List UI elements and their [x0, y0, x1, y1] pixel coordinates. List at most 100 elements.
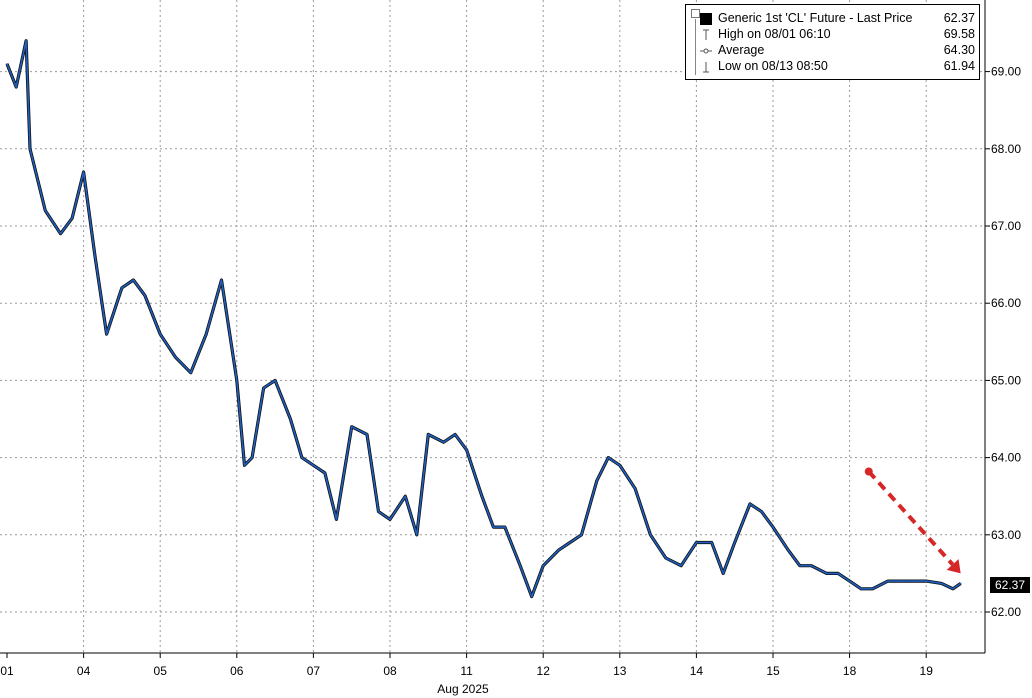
series-point	[105, 333, 108, 335]
series-point	[925, 580, 927, 582]
last-price-tag: 62.37	[990, 577, 1030, 593]
series-point	[289, 418, 292, 420]
x-tick-label: 18	[843, 664, 857, 678]
series-point	[940, 582, 943, 585]
series-point	[569, 541, 571, 544]
x-tick-label: 01	[0, 664, 14, 678]
series-point	[580, 534, 583, 536]
legend-average-value: 64.30	[943, 43, 975, 57]
x-tick-label: 06	[230, 664, 244, 678]
legend-row-high: High on 08/01 06:10 69.58	[686, 27, 979, 43]
series-point	[557, 549, 560, 551]
series-point	[530, 595, 533, 598]
series-point	[952, 588, 954, 590]
series-point	[427, 433, 430, 436]
series-point	[301, 456, 303, 459]
series-point	[389, 518, 391, 521]
series-swatch-icon	[700, 13, 712, 25]
series-point	[174, 356, 177, 359]
x-tick-label: 04	[77, 664, 91, 678]
y-tick-label: 65.00	[991, 373, 1021, 387]
series-point	[871, 588, 874, 590]
series-point	[504, 526, 506, 528]
series-point	[695, 541, 698, 544]
series-point	[324, 472, 326, 474]
series-point	[810, 564, 813, 567]
series-point	[335, 518, 338, 521]
series-point	[542, 564, 544, 567]
series-point	[619, 464, 621, 467]
series-point	[596, 480, 598, 482]
series-point	[607, 456, 610, 459]
series-point	[29, 148, 31, 150]
legend-high-label: High on 08/01 06:10	[718, 27, 831, 41]
series-point	[377, 510, 380, 513]
y-tick-label: 62.00	[991, 605, 1021, 619]
legend-last-price: 62.37	[943, 11, 975, 25]
series-point	[649, 534, 652, 536]
series-point	[710, 541, 713, 544]
legend: Generic 1st 'CL' Future - Last Price 62.…	[685, 4, 980, 80]
series-point	[749, 503, 751, 505]
series-point	[733, 541, 736, 544]
series-point	[416, 534, 418, 536]
series-point	[772, 526, 774, 528]
legend-tree-line	[695, 19, 696, 75]
x-axis-title: Aug 2025	[437, 682, 489, 696]
series-point	[519, 564, 521, 567]
series-point	[887, 580, 889, 582]
legend-high-value: 69.58	[943, 27, 975, 41]
series-point	[959, 582, 962, 585]
y-tick-label: 69.00	[991, 65, 1021, 79]
legend-row-low: Low on 08/13 08:50 61.94	[686, 59, 979, 75]
average-marker-icon	[700, 48, 712, 54]
x-tick-label: 19	[920, 664, 934, 678]
x-tick-label: 15	[766, 664, 780, 678]
series-point	[465, 449, 468, 451]
series-point	[220, 279, 223, 281]
series-point	[680, 564, 682, 567]
x-tick-label: 08	[383, 664, 397, 678]
series-point	[236, 379, 238, 382]
legend-low-value: 61.94	[943, 59, 975, 73]
legend-row-average: Average 64.30	[686, 43, 979, 59]
series-point	[159, 333, 161, 335]
series-point	[848, 580, 851, 582]
series-point	[312, 464, 315, 467]
y-tick-label: 67.00	[991, 219, 1021, 233]
series-point	[205, 333, 207, 335]
series-point	[190, 371, 192, 374]
y-tick-label: 63.00	[991, 528, 1021, 542]
x-tick-label: 12	[537, 664, 551, 678]
series-point	[59, 232, 62, 235]
legend-series-label: Generic 1st 'CL' Future - Last Price	[718, 11, 913, 25]
y-tick-label: 68.00	[991, 142, 1021, 156]
x-tick-label: 14	[690, 664, 704, 678]
series-point	[481, 495, 483, 498]
series-point	[722, 572, 724, 575]
series-point	[243, 464, 246, 467]
series-point	[94, 256, 96, 258]
legend-low-label: Low on 08/13 08:50	[718, 59, 828, 73]
annotation-arrow-shaft	[867, 470, 955, 566]
series-point	[442, 441, 445, 444]
legend-collapse-icon[interactable]	[691, 9, 700, 18]
x-tick-label: 13	[613, 664, 627, 678]
series-point	[492, 526, 495, 528]
y-tick-label: 66.00	[991, 296, 1021, 310]
series-point	[799, 564, 801, 567]
legend-average-label: Average	[718, 43, 765, 57]
series-point	[144, 294, 146, 297]
x-tick-label: 07	[307, 664, 321, 678]
x-tick-label: 05	[154, 664, 168, 678]
legend-row-series: Generic 1st 'CL' Future - Last Price 62.…	[686, 11, 979, 27]
series-point	[44, 209, 47, 212]
series-point	[454, 433, 456, 436]
series-point	[860, 588, 862, 590]
y-tick-label: 64.00	[991, 451, 1021, 465]
x-tick-label: 11	[460, 664, 473, 678]
series-point	[902, 580, 904, 582]
series-point	[665, 557, 667, 559]
